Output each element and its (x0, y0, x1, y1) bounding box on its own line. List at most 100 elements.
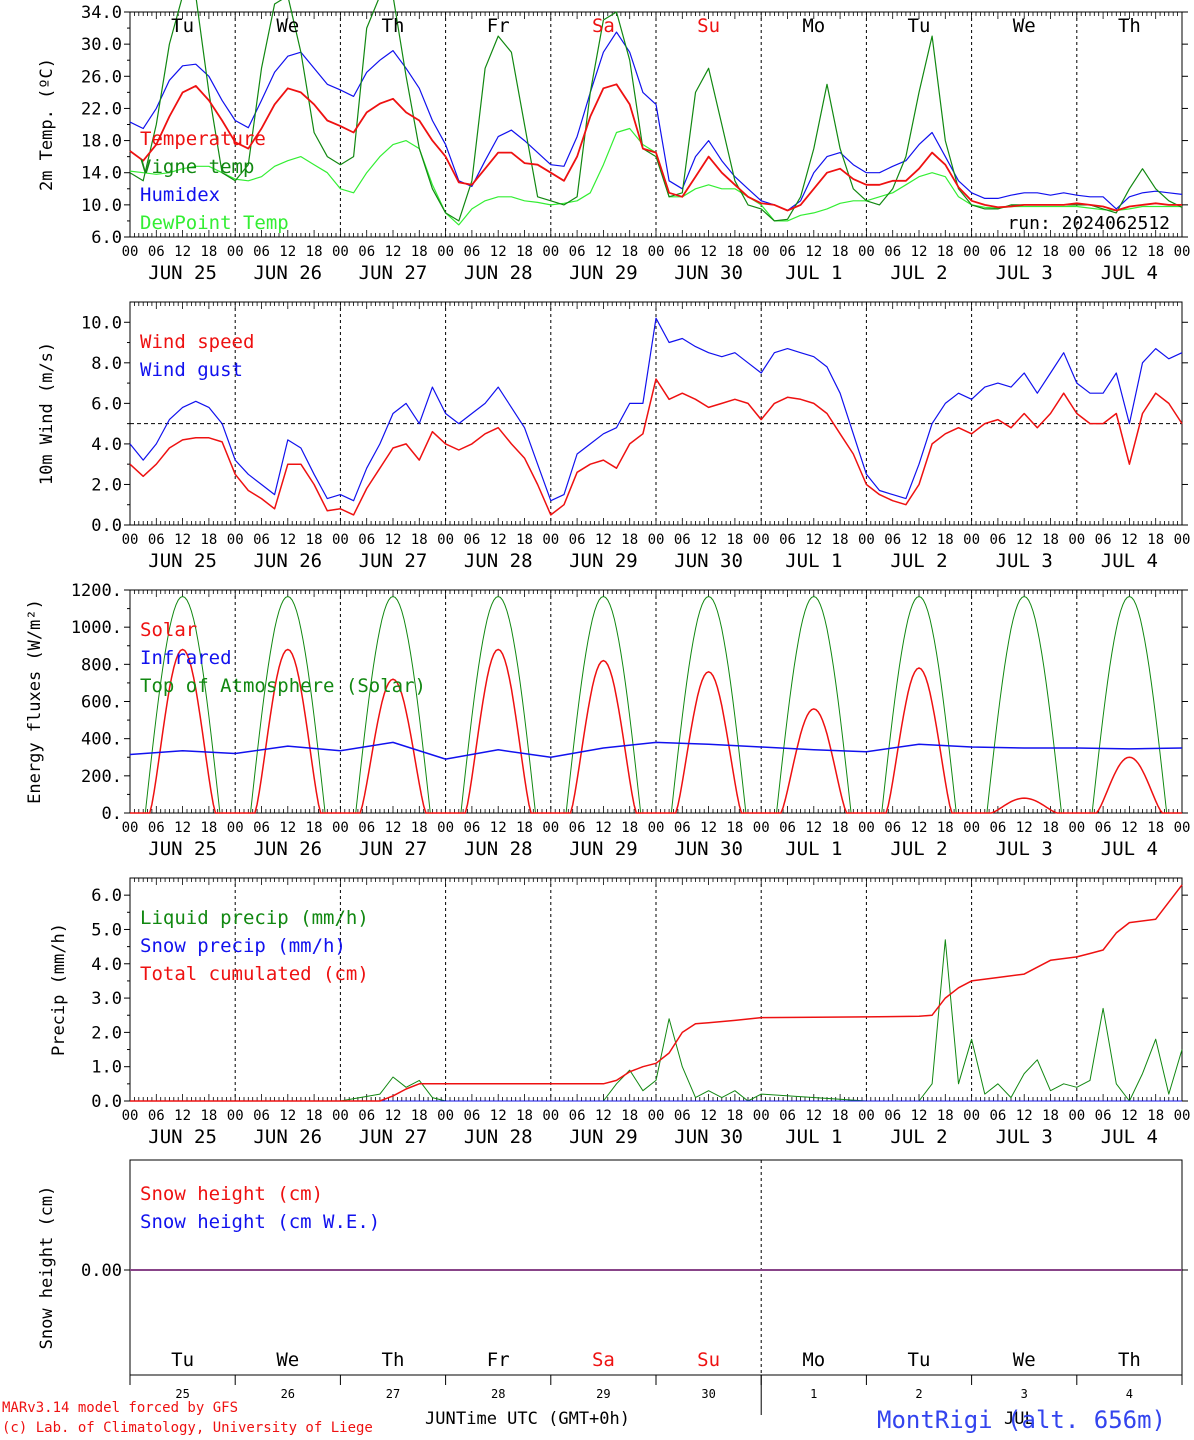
precip-hour-tick-label: 00 (858, 1108, 875, 1124)
temperature-series-humidex (129, 31, 1183, 212)
energy-ytick-label: 800. (81, 655, 122, 675)
wind-hour-tick-label: 12 (279, 532, 296, 548)
wind-hour-tick-label: 12 (174, 532, 191, 548)
wind-hour-tick-label: 12 (595, 532, 612, 548)
energy-minor-ticks (129, 590, 1183, 813)
energy-hour-tick-label: 12 (911, 820, 928, 836)
weekday-label: Th (382, 15, 405, 37)
temperature-hour-tick-label: 18 (200, 244, 217, 260)
bottom-weekday-label: We (1013, 1349, 1036, 1371)
wind-hour-tick-label: 00 (858, 532, 875, 548)
energy-legend-solar: Solar (140, 619, 197, 641)
wind-date-label: JUL 1 (785, 550, 842, 572)
weekday-label: Mo (802, 15, 825, 37)
energy-hour-tick-label: 06 (884, 820, 901, 836)
wind-date-label: JUN 26 (253, 550, 322, 572)
energy-hour-tick-label: 12 (490, 820, 507, 836)
temperature-ytick-label: 26.0 (81, 67, 122, 87)
energy-date-label: JUN 26 (253, 838, 322, 860)
temperature-hour-tick-label: 06 (358, 244, 375, 260)
precip-ytick-label: 1.0 (91, 1058, 122, 1078)
energy-hour-tick-label: 00 (648, 820, 665, 836)
energy-hour-tick-label: 18 (937, 820, 954, 836)
wind-hour-tick-label: 06 (674, 532, 691, 548)
wind-hour-tick-label: 18 (832, 532, 849, 548)
temperature-hour-tick-label: 00 (122, 244, 139, 260)
temperature-ylabel: 2m Temp. (ºC) (37, 58, 57, 191)
wind-hour-tick-label: 06 (1095, 532, 1112, 548)
energy-date-label: JUN 27 (359, 838, 428, 860)
wind-hour-tick-label: 00 (1174, 532, 1191, 548)
precip-hour-tick-label: 06 (463, 1108, 480, 1124)
wind-hour-tick-label: 12 (385, 532, 402, 548)
precip-date-label: JUL 4 (1101, 1126, 1158, 1148)
energy-hour-tick-label: 18 (832, 820, 849, 836)
temperature-date-label: JUL 3 (996, 262, 1053, 284)
precip-hour-tick-label: 00 (542, 1108, 559, 1124)
snow-ylabel: Snow height (cm) (37, 1186, 57, 1350)
energy-date-label: JUN 30 (674, 838, 743, 860)
wind-hour-tick-label: 00 (648, 532, 665, 548)
temperature-hour-tick-label: 00 (227, 244, 244, 260)
bottom-weekday-label: Mo (802, 1349, 825, 1371)
energy-hour-tick-label: 00 (437, 820, 454, 836)
temperature-hour-tick-label: 12 (1016, 244, 1033, 260)
wind-ytick-label: 2.0 (91, 475, 122, 495)
temperature-hour-tick-label: 06 (1095, 244, 1112, 260)
temperature-ytick-label: 6.0 (91, 228, 122, 248)
wind-date-label: JUL 3 (996, 550, 1053, 572)
temperature-date-label: JUN 26 (253, 262, 322, 284)
temperature-hour-tick-label: 06 (989, 244, 1006, 260)
temperature-hour-tick-label: 18 (832, 244, 849, 260)
temperature-series-temperature (129, 83, 1182, 212)
wind-series-wind-speed (129, 378, 1183, 516)
bottom-weekday-label: Th (382, 1349, 405, 1371)
wind-hour-tick-label: 18 (1147, 532, 1164, 548)
temperature-hour-tick-label: 00 (542, 244, 559, 260)
precip-hour-tick-label: 06 (253, 1108, 270, 1124)
energy-hour-tick-label: 06 (569, 820, 586, 836)
temperature-hour-tick-label: 00 (753, 244, 770, 260)
wind-panel: 0.0 2.0 4.0 6.0 8.0 10.0 10m Wind (m/s) 00 06 12 1… (37, 301, 1191, 572)
energy-hour-tick-label: 00 (1174, 820, 1191, 836)
precip-ytick-label: 3.0 (91, 989, 122, 1009)
temperature-hour-tick-label: 00 (437, 244, 454, 260)
month-label-right: JUL (1004, 1409, 1035, 1429)
temperature-hour-tick-label: 00 (1174, 244, 1191, 260)
wind-ytick-label: 8.0 (91, 354, 122, 374)
energy-ytick-label: 600. (81, 693, 122, 713)
wind-hour-tick-label: 18 (937, 532, 954, 548)
energy-hour-tick-label: 12 (174, 820, 191, 836)
wind-date-label: JUL 4 (1101, 550, 1158, 572)
wind-legend-wind-speed: Wind speed (140, 331, 254, 353)
weekday-label: We (276, 15, 299, 37)
wind-ytick-label: 4.0 (91, 435, 122, 455)
wind-hour-tick-label: 06 (569, 532, 586, 548)
temperature-ytick-label: 14.0 (81, 164, 122, 184)
energy-hour-tick-label: 06 (989, 820, 1006, 836)
day-number-label: 4 (1126, 1387, 1133, 1401)
bottom-weekday-label: Tu (171, 1349, 194, 1371)
energy-date-label: JUL 3 (996, 838, 1053, 860)
precip-ytick-label: 0.0 (91, 1092, 122, 1112)
snow-panel: 0.00 Snow height (cm) Tu 25 We 26 Th 27 Fr 28 Sa 29… (37, 1159, 1188, 1415)
precip-date-label: JUN 25 (148, 1126, 217, 1148)
bottom-weekday-label: Tu (908, 1349, 931, 1371)
temperature-date-label: JUL 4 (1101, 262, 1158, 284)
day-number-label: 27 (386, 1387, 400, 1401)
wind-ytick-label: 0.0 (91, 516, 122, 536)
energy-hour-tick-label: 06 (253, 820, 270, 836)
precip-hour-tick-label: 00 (437, 1108, 454, 1124)
temperature-hour-tick-label: 12 (385, 244, 402, 260)
energy-hour-tick-label: 00 (858, 820, 875, 836)
day-number-label: 29 (596, 1387, 610, 1401)
weekday-label: Fr (487, 15, 510, 37)
temperature-date-label: JUN 27 (359, 262, 428, 284)
station-label: MontRigi (alt. 656m) (877, 1406, 1166, 1434)
precip-hour-tick-label: 18 (200, 1108, 217, 1124)
energy-hour-tick-label: 18 (1042, 820, 1059, 836)
temperature-ytick-label: 22.0 (81, 99, 122, 119)
wind-hour-tick-label: 00 (437, 532, 454, 548)
energy-hour-tick-label: 06 (463, 820, 480, 836)
energy-hour-tick-label: 00 (963, 820, 980, 836)
